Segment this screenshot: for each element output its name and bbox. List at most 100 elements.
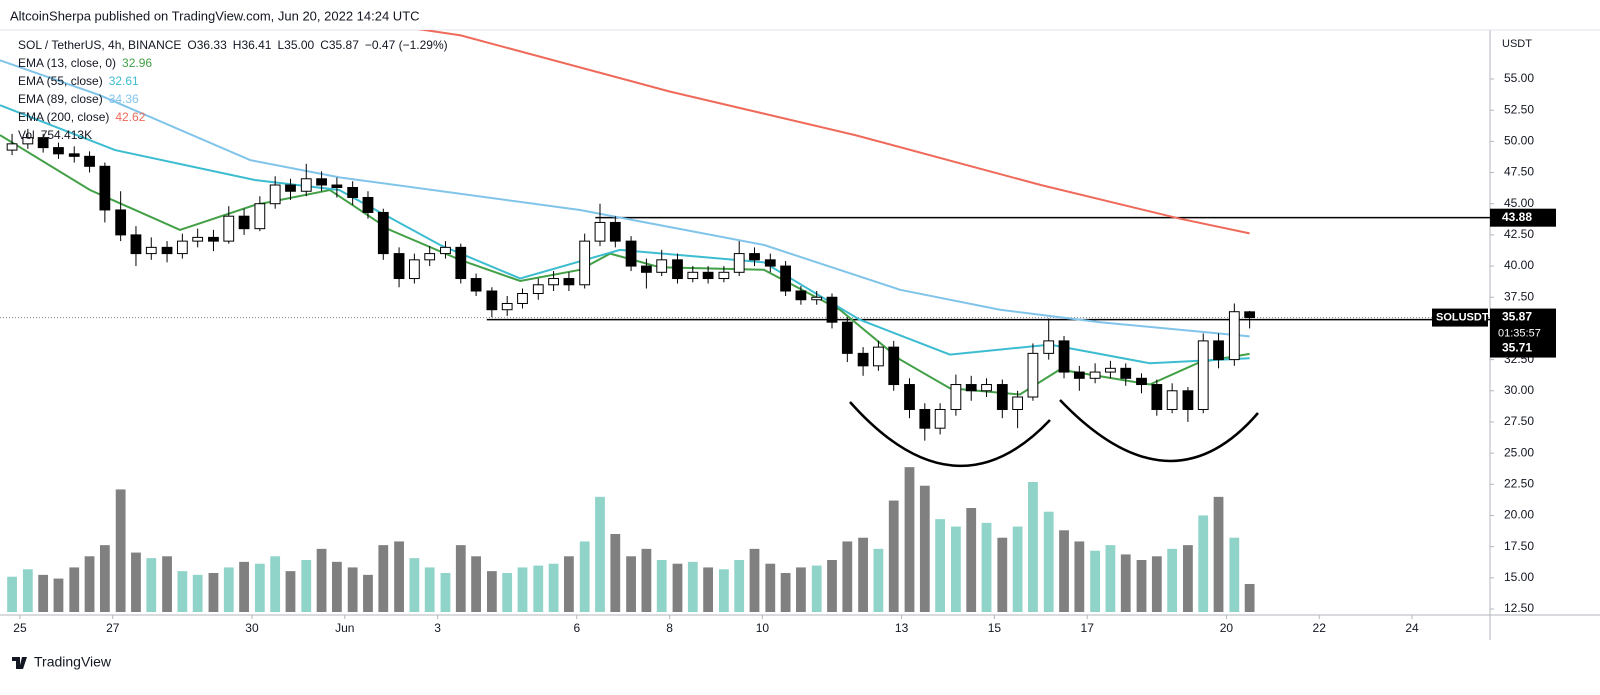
legend-part: L35.00 [277,38,314,52]
volume-bar [780,573,791,612]
legend-part: EMA (13, close, 0) [18,56,116,70]
level-tag-label: 43.88 [1502,210,1532,224]
y-tick-label: 50.00 [1504,134,1534,148]
volume-bar [115,489,126,612]
candle-body [965,384,977,392]
volume-bar [84,556,95,612]
price-axis-unit: USDT [1502,38,1532,50]
candle-body [1073,371,1085,379]
x-tick-label: 10 [756,621,770,635]
x-tick-label: 24 [1405,621,1419,635]
candle-body [594,221,606,242]
volume-bar [796,567,806,612]
candle-body [362,196,374,213]
candle-body [223,215,235,242]
candle-body [424,253,436,261]
volume-bar [997,537,1008,612]
volume-bar [162,556,172,612]
candle-body [501,302,513,311]
y-tick-label: 55.00 [1504,71,1534,85]
volume-bar [827,560,837,612]
volume-bar [981,522,992,612]
candle-body [609,221,621,242]
indicator-legend: EMA (55, close) 32.61 [18,74,139,88]
volume-bar [904,467,915,612]
legend-part: Vol [18,128,35,142]
volume-bar [1120,554,1131,612]
candle-body [440,246,451,255]
y-tick-label: 12.50 [1504,601,1534,615]
candle-body [888,346,900,386]
candle-body [84,155,95,167]
x-tick-label: 20 [1220,621,1234,635]
volume-bar [548,563,559,612]
x-tick-label: 13 [895,621,909,635]
volume-bar [270,556,281,612]
volume-bar [858,537,868,612]
volume-bar [1012,526,1023,612]
volume-bar [363,574,373,612]
volume-bar [409,558,420,612]
volume-bar [1198,515,1209,612]
volume-bar [749,548,760,612]
y-tick-label: 17.50 [1504,539,1534,553]
candle-body [718,271,730,280]
volume-bar [533,565,544,612]
pattern-arc [1059,399,1259,463]
candle-body [6,143,18,151]
volume-bar [517,567,528,612]
volume-bar [734,560,745,612]
y-tick-label: 15.00 [1504,570,1534,584]
y-tick-label: 20.00 [1504,508,1534,522]
indicator-legend: EMA (13, close, 0) 32.96 [18,56,152,70]
plot-area [0,30,1490,612]
candle-body [331,184,343,189]
volume-bar [1043,511,1054,612]
candle-body [53,147,64,155]
volume-bar [378,545,389,612]
countdown: 01:35:57 [1498,327,1541,339]
level-tag [1490,208,1556,227]
candle-body [115,209,127,236]
candle-body [1166,390,1178,410]
candle-body [145,246,157,255]
x-tick-label: Jun [335,621,354,635]
symbol-tag-label: SOLUSDT [1436,311,1489,323]
candle-body [563,278,575,286]
volume-bar [394,541,404,612]
candle-body [702,271,714,280]
volume-bar [131,552,141,612]
footer-logo: TradingView [12,654,112,670]
legend-part: 754.413K [41,128,92,142]
y-tick-label: 37.50 [1504,289,1534,303]
legend-part: EMA (200, close) [18,110,109,124]
legend-part: 32.96 [122,56,152,70]
candle-body [455,246,467,280]
candle-body [981,384,992,392]
volume-bar [69,567,80,612]
volume-bar [316,548,327,612]
legend-part: C35.87 [320,38,359,52]
symbol-legend: SOL / TetherUS, 4h, BINANCE O36.33 H36.41 L… [18,38,448,52]
candle-body [377,211,389,255]
y-tick-label: 30.00 [1504,383,1534,397]
legend-part: 34.36 [109,92,139,106]
volume-bar [610,534,621,612]
volume-bar [1183,545,1193,612]
volume-bar [22,569,33,612]
volume-bar [672,563,683,612]
indicator-legend: EMA (200, close) 42.62 [18,110,146,124]
volume-bar [99,545,110,612]
x-tick-label: 25 [13,621,27,635]
candle-body [996,384,1008,410]
volume-legend: Vol 754.413K [18,128,92,142]
candle-body [316,178,327,186]
candle-body [208,236,219,242]
candle-body [1058,340,1070,373]
legend-part: EMA (89, close) [18,92,103,106]
volume-bar [347,567,358,612]
volume-bar [1213,496,1224,612]
volume-bar [765,563,776,612]
candle-body [1213,340,1224,361]
volume-bar [223,567,234,612]
